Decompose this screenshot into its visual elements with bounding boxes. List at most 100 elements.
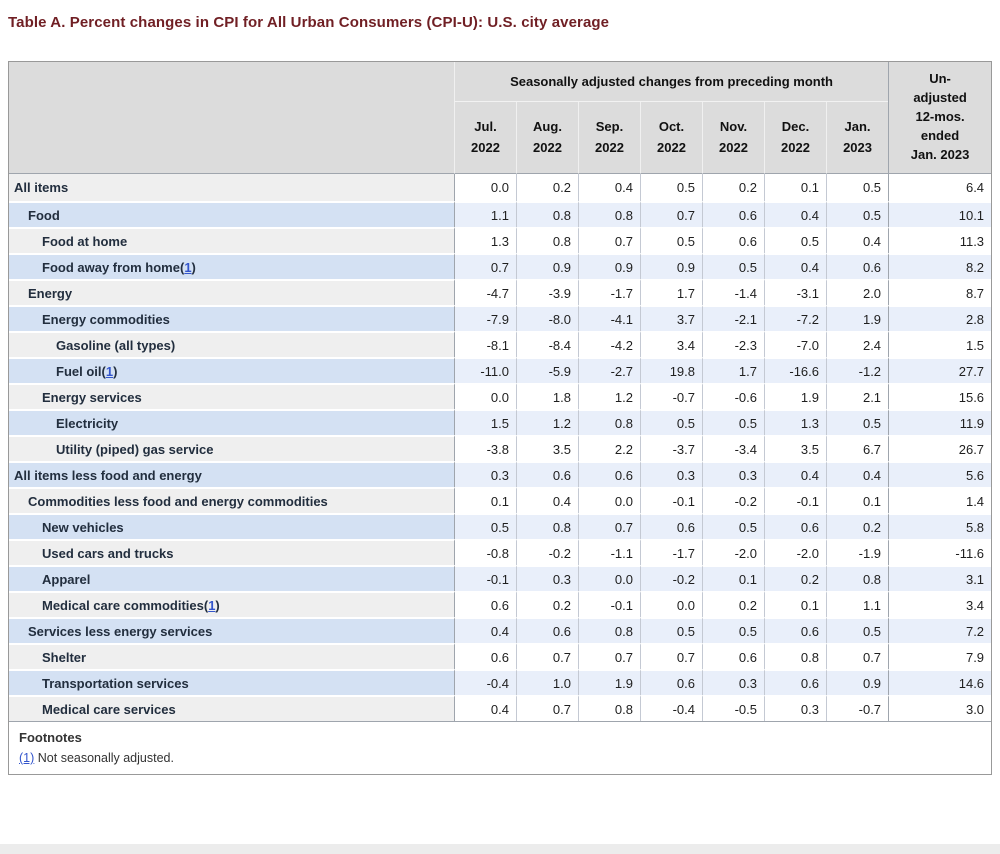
value-cell: 0.5 [640, 174, 702, 201]
value-cell: 3.5 [764, 435, 826, 461]
table-row-used-cars-and-trucks: Used cars and trucks -0.8 -0.2 -1.1 -1.7 -2.0… [9, 539, 992, 565]
row-label-cell: Energy [9, 279, 454, 305]
unadjusted-value-cell: 6.4 [888, 174, 992, 201]
value-cell: 0.5 [702, 513, 764, 539]
value-cell: 0.7 [454, 253, 516, 279]
row-label: Food at home [42, 233, 128, 249]
row-label-cell: Food at home [9, 227, 454, 253]
unadjusted-value-cell: 1.5 [888, 331, 992, 357]
value-cell: 0.4 [454, 617, 516, 643]
cpi-table-container: Seasonally adjusted changes from precedi… [8, 61, 992, 775]
unadjusted-value-cell: 5.8 [888, 513, 992, 539]
value-cell: -0.7 [640, 383, 702, 409]
value-cell: 0.7 [578, 513, 640, 539]
table-row-electricity: Electricity 1.5 1.2 0.8 0.5 0.5 1.3 0.5 11.9 [9, 409, 992, 435]
month-col-header-aug-2022: Aug. 2022 [516, 102, 578, 174]
value-cell: -7.0 [764, 331, 826, 357]
value-cell: 0.0 [578, 565, 640, 591]
footnote-ref-link[interactable]: 1 [208, 597, 216, 613]
value-cell: -8.0 [516, 305, 578, 331]
value-cell: 0.7 [826, 643, 889, 669]
value-cell: 0.6 [764, 669, 826, 695]
value-cell: 3.5 [516, 435, 578, 461]
row-label: Medical care commodities [42, 597, 204, 613]
unadjusted-value-cell: 10.1 [888, 201, 992, 227]
row-label: Fuel oil [56, 363, 102, 379]
month-col-header-nov-2022: Nov. 2022 [702, 102, 764, 174]
value-cell: 1.9 [826, 305, 889, 331]
value-cell: -3.8 [454, 435, 516, 461]
table-row-services-less-energy-services: Services less energy services 0.4 0.6 0.8 0.… [9, 617, 992, 643]
value-cell: 1.5 [454, 409, 516, 435]
row-label: Used cars and trucks [42, 545, 174, 561]
value-cell: 0.4 [578, 174, 640, 201]
value-cell: -5.9 [516, 357, 578, 383]
value-cell: 0.1 [702, 565, 764, 591]
value-cell: 1.9 [578, 669, 640, 695]
value-cell: 0.4 [826, 227, 889, 253]
value-cell: 0.5 [826, 201, 889, 227]
value-cell: 0.3 [640, 461, 702, 487]
value-cell: -0.2 [702, 487, 764, 513]
month-col-header-oct-2022: Oct. 2022 [640, 102, 702, 174]
unadjusted-value-cell: 27.7 [888, 357, 992, 383]
footnote-text: Not seasonally adjusted. [37, 751, 174, 765]
value-cell: 0.5 [640, 409, 702, 435]
row-label-cell: Commodities less food and energy commodi… [9, 487, 454, 513]
value-cell: 1.7 [640, 279, 702, 305]
table-row-fuel-oil: Fuel oil(1) -11.0 -5.9 -2.7 19.8 1.7 -16.6 -1.2… [9, 357, 992, 383]
value-cell: 0.5 [702, 253, 764, 279]
value-cell: -16.6 [764, 357, 826, 383]
unadjusted-value-cell: 3.0 [888, 695, 992, 721]
unadjusted-value-cell: 3.4 [888, 591, 992, 617]
unadjusted-value-cell: 3.1 [888, 565, 992, 591]
row-label-cell: Apparel [9, 565, 454, 591]
unadjusted-value-cell: 2.8 [888, 305, 992, 331]
value-cell: 0.4 [826, 461, 889, 487]
value-cell: 0.5 [454, 513, 516, 539]
page-bottom-strip [0, 844, 1000, 854]
value-cell: 2.2 [578, 435, 640, 461]
row-label-cell: Gasoline (all types) [9, 331, 454, 357]
month-header-row: Jul. 2022 Aug. 2022 Sep. 2022 Oct. 2022 Nov.… [9, 102, 991, 174]
value-cell: 0.7 [516, 643, 578, 669]
value-cell: -1.9 [826, 539, 889, 565]
unadjusted-value-cell: 8.2 [888, 253, 992, 279]
footnote-ref-link[interactable]: 1 [184, 259, 192, 275]
value-cell: 0.2 [826, 513, 889, 539]
table-header: Seasonally adjusted changes from precedi… [9, 62, 992, 174]
value-cell: 0.1 [826, 487, 889, 513]
value-cell: 0.3 [764, 695, 826, 721]
page-title: Table A. Percent changes in CPI for All … [8, 14, 610, 31]
value-cell: 0.4 [764, 201, 826, 227]
value-cell: -4.2 [578, 331, 640, 357]
stub-header-cell [9, 62, 454, 174]
footnote-ref-link[interactable]: 1 [105, 363, 114, 379]
value-cell: 0.2 [702, 591, 764, 617]
value-cell: 0.5 [640, 227, 702, 253]
table-row-shelter: Shelter 0.6 0.7 0.7 0.7 0.6 0.8 0.7 7.9 [9, 643, 992, 669]
unadjusted-value-cell: 7.9 [888, 643, 992, 669]
table-row-medical-care-commodities: Medical care commodities(1) 0.6 0.2 -0.1 0.0… [9, 591, 992, 617]
value-cell: 0.8 [578, 695, 640, 721]
value-cell: 0.6 [516, 461, 578, 487]
unadjusted-value-cell: 11.9 [888, 409, 992, 435]
table-body: All items 0.0 0.2 0.4 0.5 0.2 0.1 0.5 6.4 Food 1.1… [9, 174, 992, 721]
value-cell: -0.1 [454, 565, 516, 591]
value-cell: 0.9 [826, 669, 889, 695]
value-cell: 0.6 [702, 201, 764, 227]
value-cell: 0.5 [702, 617, 764, 643]
unadjusted-value-cell: 8.7 [888, 279, 992, 305]
value-cell: -2.0 [702, 539, 764, 565]
value-cell: -8.4 [516, 331, 578, 357]
month-col-header-sep-2022: Sep. 2022 [578, 102, 640, 174]
value-cell: 0.6 [516, 617, 578, 643]
value-cell: 1.2 [578, 383, 640, 409]
value-cell: 0.7 [516, 695, 578, 721]
unadjusted-value-cell: 15.6 [888, 383, 992, 409]
value-cell: -4.7 [454, 279, 516, 305]
unadjusted-value-cell: 1.4 [888, 487, 992, 513]
unadjusted-value-cell: 5.6 [888, 461, 992, 487]
table-row-food: Food 1.1 0.8 0.8 0.7 0.6 0.4 0.5 10.1 [9, 201, 992, 227]
footnote-marker-link[interactable]: (1) [19, 751, 35, 765]
